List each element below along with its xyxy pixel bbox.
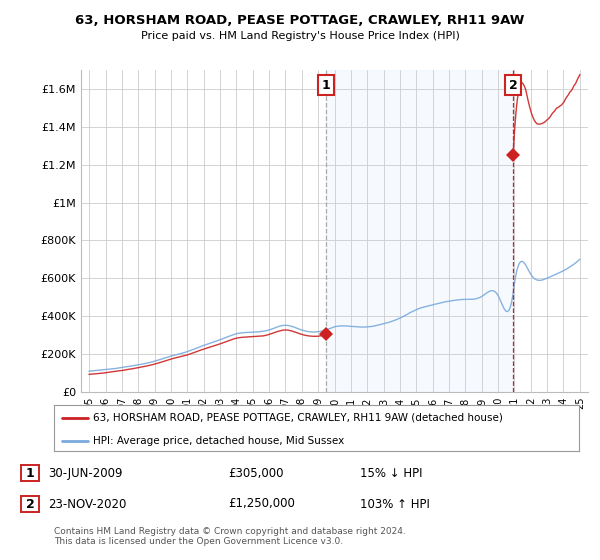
Text: Price paid vs. HM Land Registry's House Price Index (HPI): Price paid vs. HM Land Registry's House … — [140, 31, 460, 41]
Text: 63, HORSHAM ROAD, PEASE POTTAGE, CRAWLEY, RH11 9AW (detached house): 63, HORSHAM ROAD, PEASE POTTAGE, CRAWLEY… — [94, 413, 503, 423]
Bar — [326, 70, 513, 392]
Text: £305,000: £305,000 — [228, 466, 284, 480]
Text: 23-NOV-2020: 23-NOV-2020 — [48, 497, 127, 511]
Text: Contains HM Land Registry data © Crown copyright and database right 2024.
This d: Contains HM Land Registry data © Crown c… — [54, 526, 406, 546]
Text: 63, HORSHAM ROAD, PEASE POTTAGE, CRAWLEY, RH11 9AW: 63, HORSHAM ROAD, PEASE POTTAGE, CRAWLEY… — [76, 14, 524, 27]
Text: 103% ↑ HPI: 103% ↑ HPI — [360, 497, 430, 511]
Text: 15% ↓ HPI: 15% ↓ HPI — [360, 466, 422, 480]
Text: 30-JUN-2009: 30-JUN-2009 — [48, 466, 122, 480]
Text: HPI: Average price, detached house, Mid Sussex: HPI: Average price, detached house, Mid … — [94, 436, 344, 446]
Text: £1,250,000: £1,250,000 — [228, 497, 295, 511]
Text: 2: 2 — [509, 78, 517, 92]
Text: 1: 1 — [322, 78, 331, 92]
Text: 2: 2 — [26, 497, 34, 511]
Text: 1: 1 — [26, 466, 34, 480]
